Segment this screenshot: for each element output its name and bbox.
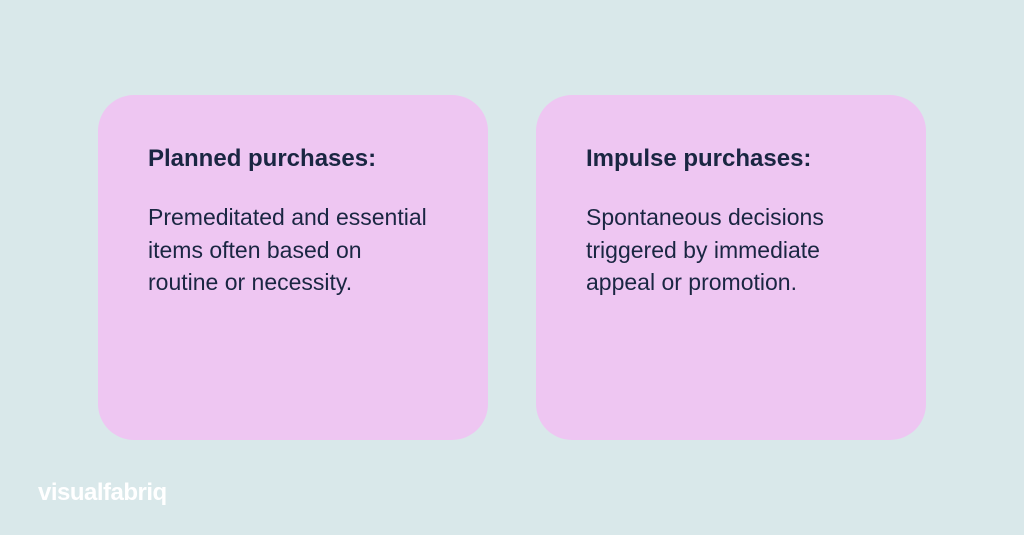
card-body: Spontaneous decisions triggered by immed… xyxy=(586,201,876,299)
card-impulse-purchases: Impulse purchases: Spontaneous decisions… xyxy=(536,95,926,440)
brand-logo: visualfabriq xyxy=(38,479,167,507)
card-title: Impulse purchases: xyxy=(586,145,876,173)
card-title: Planned purchases: xyxy=(148,145,438,173)
card-body: Premeditated and essential items often b… xyxy=(148,201,438,299)
infographic-canvas: Planned purchases: Premeditated and esse… xyxy=(0,0,1024,535)
card-planned-purchases: Planned purchases: Premeditated and esse… xyxy=(98,95,488,440)
